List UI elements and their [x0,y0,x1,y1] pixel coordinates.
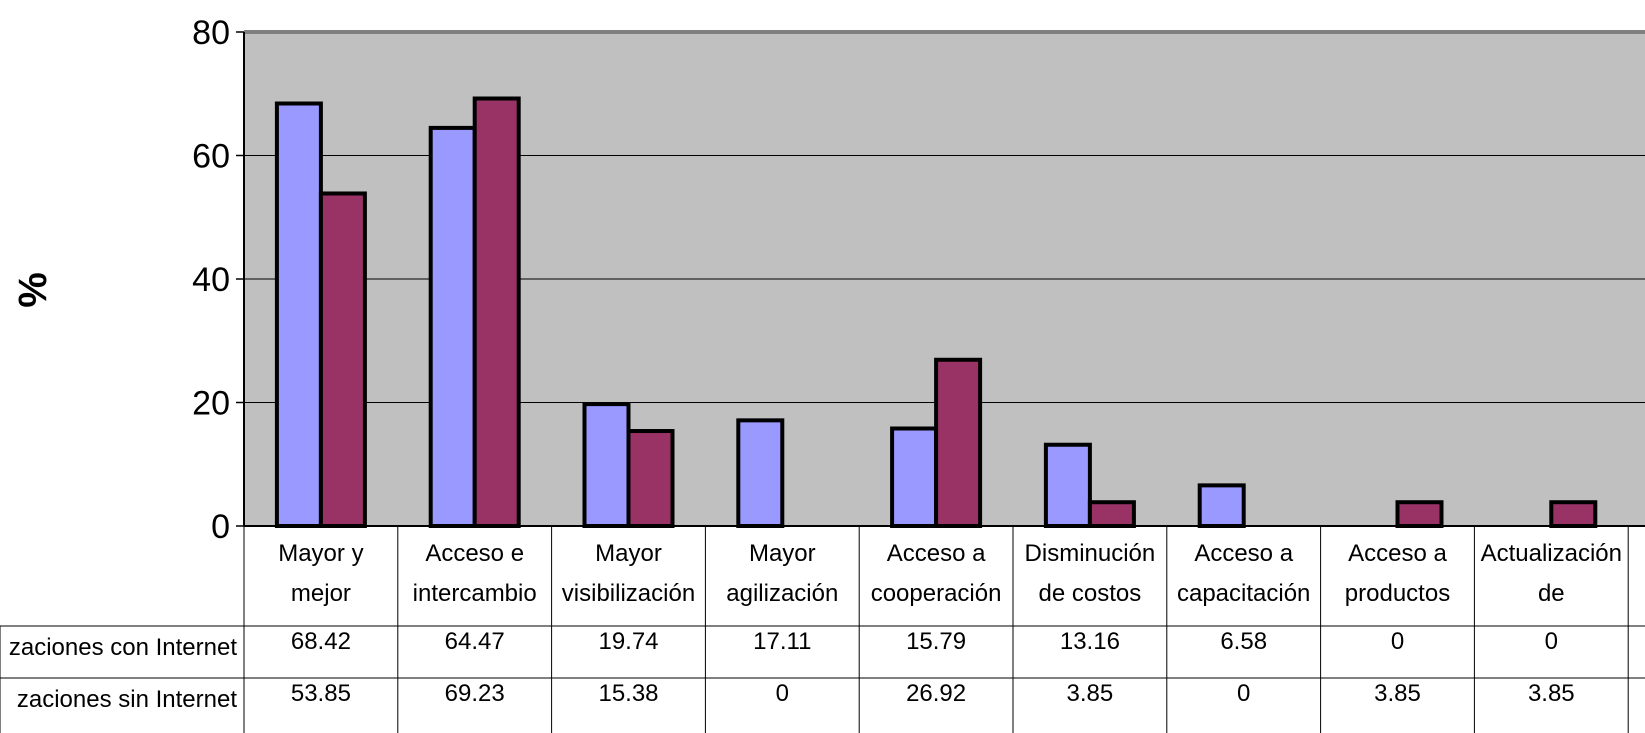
x-category-label: Acceso e [425,540,524,567]
x-category-label: agilización [726,580,838,607]
bar [626,429,675,528]
data-table-value: 3.85 [1067,680,1114,707]
data-table-value: 69.23 [445,680,505,707]
data-table-value: 68.42 [291,628,351,655]
bar [1549,500,1598,529]
x-category-label: Mayor [595,540,662,567]
x-category-label: de [1538,580,1565,607]
y-tick-label: 80 [192,14,230,52]
x-category-label: intercambio [413,580,537,607]
bar [582,402,631,528]
data-table-value: 0 [1545,628,1558,655]
data-table-value: 0 [1391,628,1404,655]
bar [934,357,983,529]
bar [318,191,367,528]
bar [428,125,477,529]
bar [736,418,785,529]
data-table-value: 15.79 [906,628,966,655]
x-category-label: cooperación [871,580,1002,607]
y-tick-label: 20 [192,385,230,423]
data-table-value: 19.74 [598,628,658,655]
data-table-value: 0 [776,680,789,707]
x-category-label: Disminución [1025,540,1156,567]
bar [274,101,323,528]
y-tick-label: 60 [192,138,230,176]
data-table-value: 0 [1237,680,1250,707]
x-category-label: productos [1345,580,1450,607]
data-table-value: 64.47 [445,628,505,655]
legend-series-name: zaciones sin Internet [17,686,237,713]
x-category-label: mejor [291,580,351,607]
legend-series-name: zaciones con Internet [9,634,237,661]
x-category-label: visibilización [562,580,695,607]
x-category-label: de costos [1039,580,1142,607]
x-category-label: Actualización [1481,540,1622,567]
bar [1197,483,1246,528]
data-table-value: 3.85 [1528,680,1575,707]
x-category-label: Mayor y [278,540,363,567]
bar [890,426,939,529]
bar [472,96,521,528]
data-table-value: 3.85 [1374,680,1421,707]
x-category-label: capacitación [1177,580,1310,607]
x-category-label: Acceso a [887,540,986,567]
data-table-value: 13.16 [1060,628,1120,655]
x-category-label: Acceso a [1194,540,1293,567]
data-table-value: 6.58 [1220,628,1267,655]
data-table-value: 17.11 [753,628,811,655]
bar [1395,500,1444,529]
y-tick-label: 0 [211,508,230,546]
x-category-label: Mayor [749,540,816,567]
bar [1043,442,1092,528]
axes: 0 20 40 60 80 [192,14,1645,546]
data-table-value: 53.85 [291,680,351,707]
y-axis-label: % [11,272,55,308]
data-table-value: 15.38 [598,680,658,707]
y-tick-label: 40 [192,261,230,299]
data-table-value: 26.92 [906,680,966,707]
bar [1087,500,1136,529]
data-table: Mayor y mejor Acceso e intercambio Mayor visi… [0,526,1645,733]
x-category-label: Acceso a [1348,540,1447,567]
